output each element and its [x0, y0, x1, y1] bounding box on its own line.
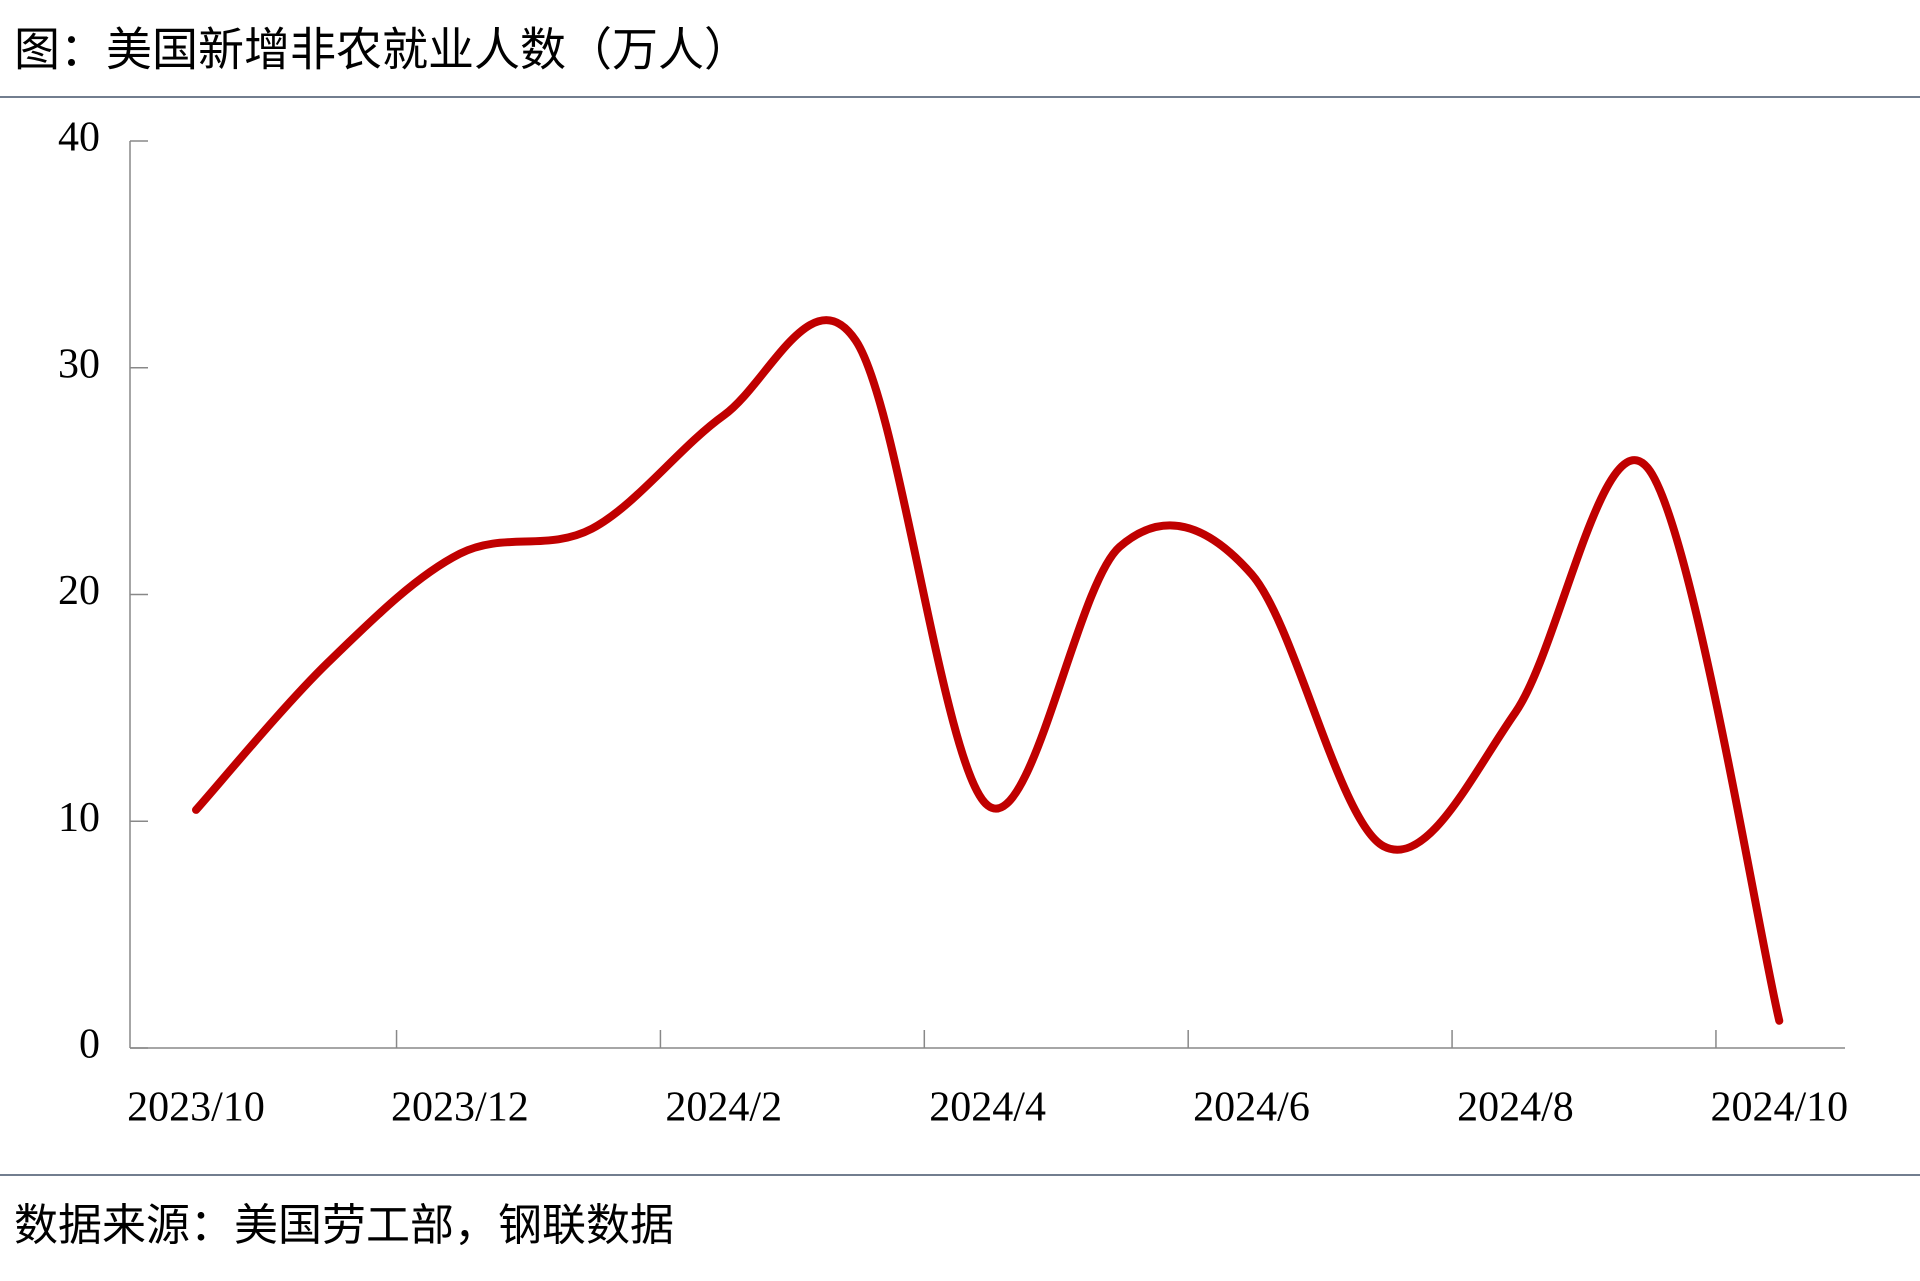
x-tick-label: 2023/12 — [391, 1085, 529, 1131]
x-tick-label: 2024/2 — [665, 1085, 782, 1131]
y-tick-label: 40 — [58, 115, 100, 161]
x-tick-label: 2024/8 — [1457, 1085, 1574, 1131]
line-series — [192, 316, 1784, 1025]
y-tick-label: 10 — [58, 795, 100, 841]
x-tick-label: 2024/4 — [929, 1085, 1046, 1131]
y-tick-label: 0 — [79, 1022, 100, 1068]
x-tick-label: 2024/6 — [1193, 1085, 1310, 1131]
x-tick-label: 2023/10 — [127, 1085, 265, 1131]
y-tick-label: 20 — [58, 568, 100, 614]
x-tick-label: 2024/10 — [1710, 1085, 1848, 1131]
source-note: 数据来源：美国劳工部，钢联数据 — [14, 1201, 674, 1250]
y-tick-label: 30 — [58, 341, 100, 387]
chart-title: 图：美国新增非农就业人数（万人） — [14, 25, 750, 76]
